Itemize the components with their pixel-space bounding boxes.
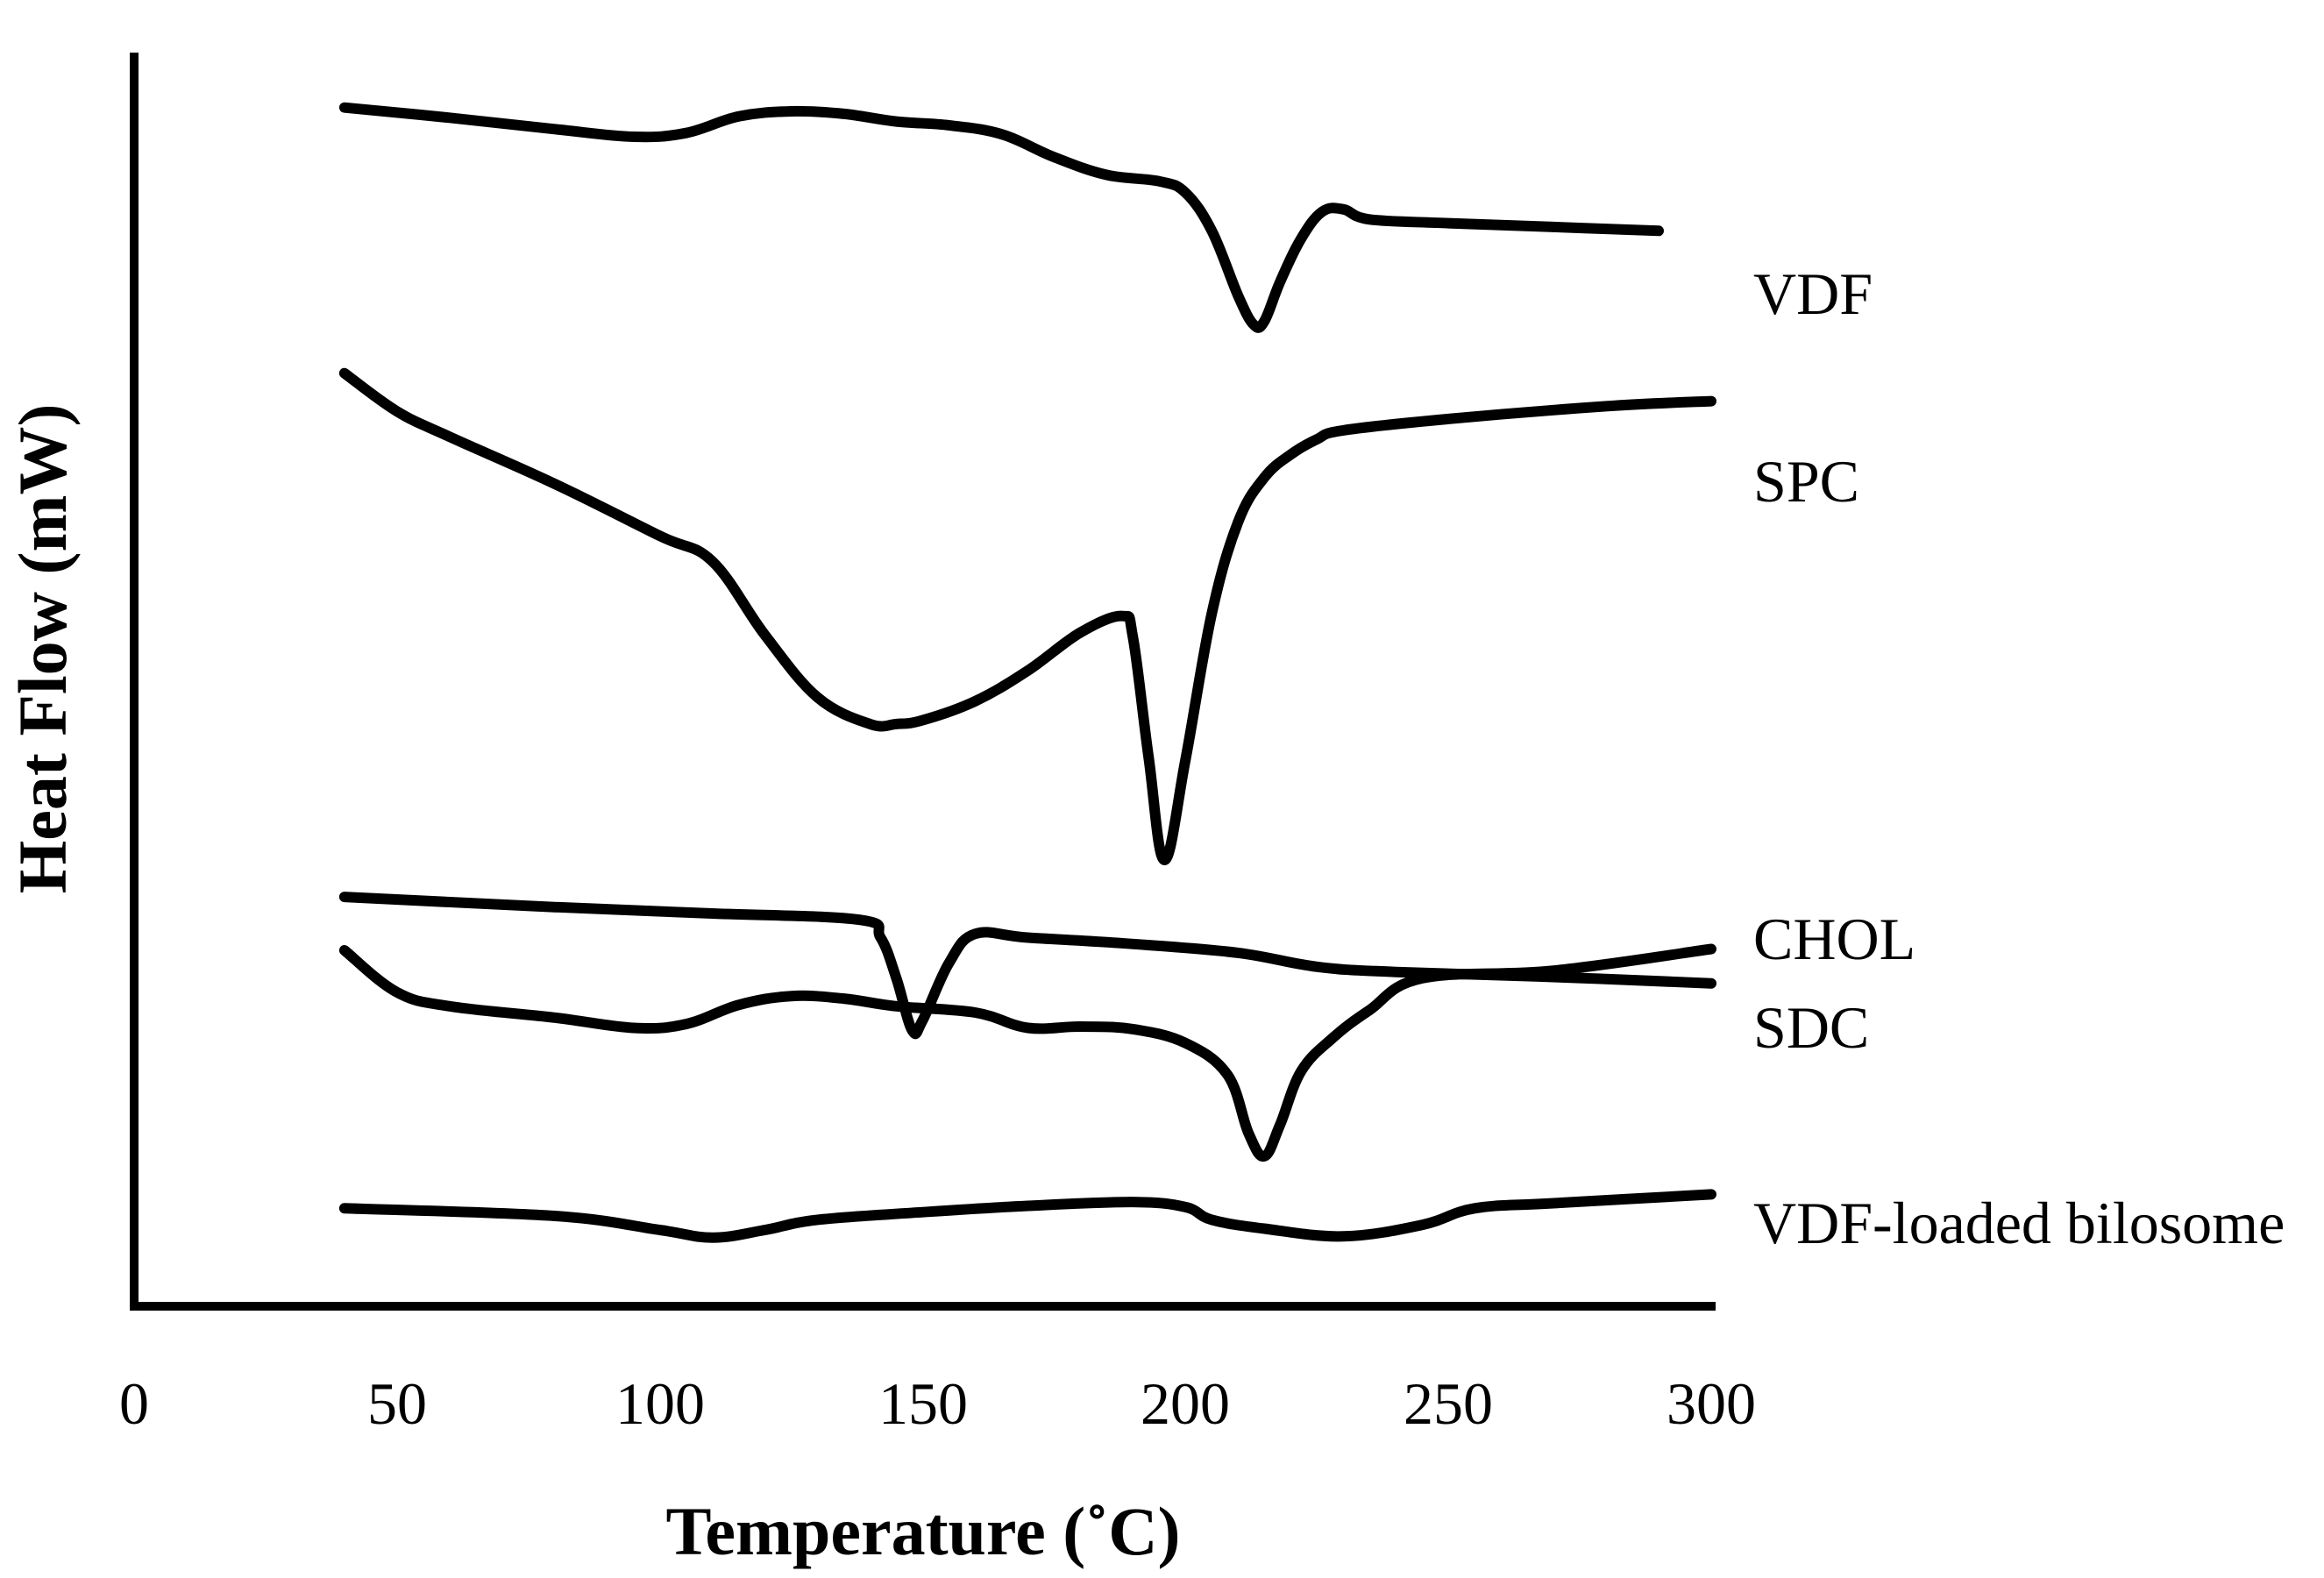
x-tick-label: 100 [615,1370,705,1437]
x-tick-label: 0 [119,1370,149,1437]
series-label-vdf-loaded-bilosome: VDF-loaded bilosome [1753,1190,2285,1256]
series-line-spc [338,367,1716,865]
x-tick-label: 300 [1667,1370,1756,1437]
x-tick-label: 250 [1404,1370,1493,1437]
series-curves [338,102,1716,1243]
series-label-spc: SPC [1753,448,1859,515]
series-label-sdc: SDC [1753,994,1869,1061]
x-tick-label: 150 [878,1370,968,1437]
series-line-vdf [338,102,1664,333]
series-label-vdf: VDF [1753,260,1873,327]
x-tick-label: 200 [1141,1370,1230,1437]
x-tick-label: 50 [367,1370,427,1437]
series-label-chol: CHOL [1753,906,1915,972]
series-line-chol [338,892,1716,1040]
x-tick-labels: 0 50 100 150 200 250 300 [119,1370,1756,1437]
series-line-vdf-loaded-bilosome [338,1189,1716,1243]
series-line-sdc [338,943,1716,1162]
series-labels: VDF SPC CHOL SDC VDF-loaded bilosome [1753,260,2285,1256]
x-axis-title: Temperature (˚C) [665,1493,1180,1569]
y-axis-title: Heat Flow (mW) [4,404,81,894]
